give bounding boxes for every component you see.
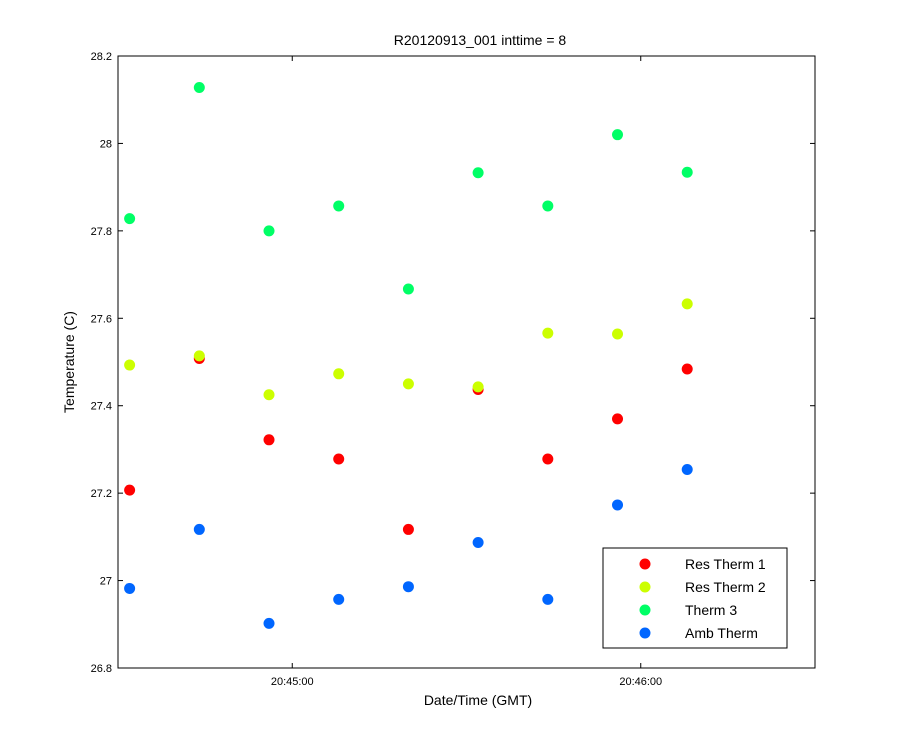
legend-label: Res Therm 2 bbox=[685, 579, 766, 595]
y-tick-label: 27.6 bbox=[91, 313, 112, 325]
x-tick-label: 20:45:00 bbox=[271, 676, 314, 688]
data-point bbox=[612, 328, 624, 340]
data-point bbox=[681, 464, 693, 476]
y-tick-label: 28 bbox=[100, 138, 112, 150]
data-point bbox=[542, 593, 554, 605]
data-point bbox=[681, 166, 693, 178]
y-tick-label: 27 bbox=[100, 576, 112, 588]
chart-title: R20120913_001 inttime = 8 bbox=[394, 32, 567, 48]
data-point bbox=[472, 537, 484, 549]
data-point bbox=[263, 389, 275, 401]
series-therm-3 bbox=[124, 81, 693, 295]
y-tick-label: 27.4 bbox=[91, 401, 112, 413]
legend: Res Therm 1 Res Therm 2 Therm 3 Amb Therm bbox=[602, 547, 788, 649]
data-point bbox=[681, 298, 693, 310]
data-point bbox=[542, 453, 554, 465]
series-res-therm-2 bbox=[124, 298, 693, 401]
series-layer bbox=[124, 81, 693, 629]
data-point bbox=[263, 617, 275, 629]
data-point bbox=[333, 593, 345, 605]
data-point bbox=[542, 200, 554, 212]
data-point bbox=[402, 523, 414, 535]
data-point bbox=[124, 213, 136, 225]
data-point bbox=[333, 200, 345, 212]
x-axis-ticks: 20:45:00 20:46:00 bbox=[271, 56, 662, 688]
x-tick-label: 20:46:00 bbox=[619, 676, 662, 688]
legend-marker bbox=[639, 558, 651, 570]
data-point bbox=[402, 378, 414, 390]
data-point bbox=[612, 413, 624, 425]
legend-label: Therm 3 bbox=[685, 602, 737, 618]
data-point bbox=[124, 484, 136, 496]
legend-label: Res Therm 1 bbox=[685, 556, 766, 572]
data-point bbox=[612, 129, 624, 141]
data-point bbox=[542, 327, 554, 339]
legend-marker bbox=[639, 627, 651, 639]
data-point bbox=[193, 81, 205, 93]
series-amb-therm bbox=[124, 464, 693, 629]
y-tick-label: 28.2 bbox=[91, 51, 112, 63]
data-point bbox=[333, 368, 345, 380]
data-point bbox=[402, 581, 414, 593]
y-axis-label: Temperature (C) bbox=[61, 311, 77, 413]
y-tick-label: 27.2 bbox=[91, 488, 112, 500]
legend-label: Amb Therm bbox=[685, 625, 758, 641]
legend-marker bbox=[639, 604, 651, 616]
data-point bbox=[681, 363, 693, 375]
data-point bbox=[124, 582, 136, 594]
data-point bbox=[263, 225, 275, 237]
legend-box bbox=[602, 547, 788, 649]
y-tick-label: 26.8 bbox=[91, 663, 112, 675]
y-axis-ticks: 26.8 27 27.2 27.4 27.6 27.8 28 28.2 bbox=[91, 51, 815, 675]
legend-marker bbox=[639, 581, 651, 593]
data-point bbox=[263, 434, 275, 446]
data-point bbox=[333, 453, 345, 465]
y-tick-label: 27.8 bbox=[91, 226, 112, 238]
data-point bbox=[124, 359, 136, 371]
data-point bbox=[402, 283, 414, 295]
data-point bbox=[193, 523, 205, 535]
x-axis-label: Date/Time (GMT) bbox=[424, 692, 532, 708]
data-point bbox=[472, 381, 484, 393]
data-point bbox=[193, 350, 205, 362]
data-point bbox=[612, 499, 624, 511]
data-point bbox=[472, 167, 484, 179]
